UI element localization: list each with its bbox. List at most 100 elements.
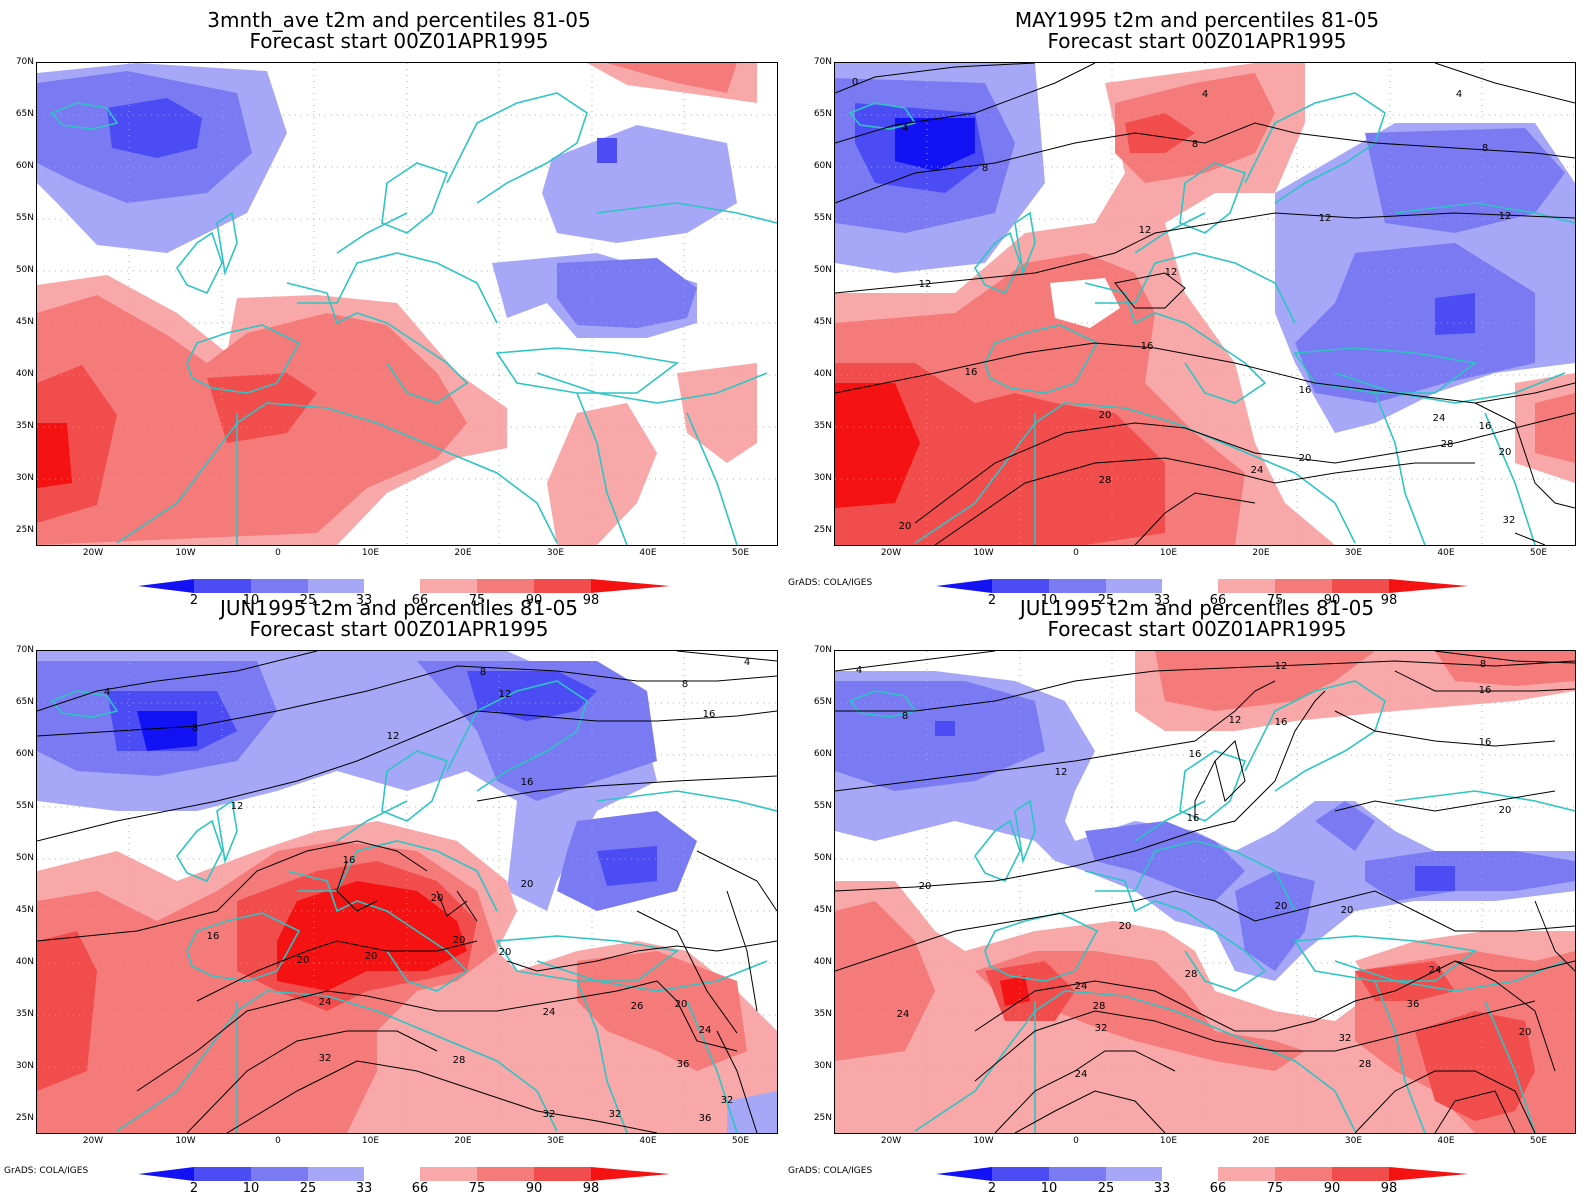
latitude-tick-label: 25N <box>15 525 34 535</box>
percentile-shading <box>37 651 777 1133</box>
colorbar-label: 98 <box>1380 593 1398 608</box>
contour-label: 28 <box>1441 439 1454 450</box>
longitude-tick-label: 20E <box>454 548 472 558</box>
map-plot: 0 4 4 4 8 8 8 12 12 12 12 12 16 16 16 16… <box>834 62 1576 546</box>
panel-subtitle: Forecast start 00Z01APR1995 <box>249 617 549 641</box>
longitude-tick-label: 50E <box>1529 1136 1548 1146</box>
contour-label: 20 <box>675 999 688 1010</box>
contour-label: 12 <box>1055 767 1068 778</box>
contour-label: 24 <box>699 1025 712 1036</box>
contour-label: 32 <box>1339 1033 1352 1044</box>
longitude-tick-label: 10E <box>361 548 380 558</box>
latitude-tick-label: 35N <box>15 1009 34 1019</box>
contour-label: 12 <box>1229 715 1242 726</box>
contour-label: 8 <box>982 163 988 174</box>
contour-label: 20 <box>1099 410 1112 421</box>
contour-label: 36 <box>677 1059 690 1070</box>
contour-label: 16 <box>1141 341 1154 352</box>
latitude-tick-label: 25N <box>813 525 832 535</box>
temperature-contours <box>37 651 777 1133</box>
latitude-tick-label: 55N <box>813 801 832 811</box>
coastlines <box>50 680 777 1133</box>
latitude-tick-label: 25N <box>15 1113 34 1123</box>
contour-label: 28 <box>1093 1001 1106 1012</box>
latitude-tick-label: 45N <box>813 905 832 915</box>
contour-label: 32 <box>721 1095 734 1106</box>
panel-3month-average: 3mnth_ave t2m and percentiles 81-05 Fore… <box>0 0 798 608</box>
contour-label: 8 <box>1480 659 1486 670</box>
contour-label: 16 <box>1479 737 1492 748</box>
contour-label: 20 <box>1519 1027 1532 1038</box>
contour-label: 16 <box>965 367 978 378</box>
shade-below-10 <box>107 98 202 158</box>
latitude-tick-label: 70N <box>813 57 832 67</box>
contour-label: 16 <box>1299 385 1312 396</box>
colorbar-label: 2 <box>189 1181 199 1196</box>
contour-label: 16 <box>343 855 356 866</box>
latitude-tick-label: 70N <box>15 645 34 655</box>
latitude-tick-label: 50N <box>15 265 34 275</box>
contour-label: 24 <box>1075 981 1088 992</box>
contour-label: 16 <box>521 777 534 788</box>
contour-label: 16 <box>1189 749 1202 760</box>
colorbar-label: 10 <box>242 1181 260 1196</box>
latitude-tick-label: 60N <box>813 161 832 171</box>
contour-label: 28 <box>1359 1059 1372 1070</box>
contour-label: 20 <box>1275 901 1288 912</box>
latitude-tick-label: 35N <box>15 421 34 431</box>
shade-above-75 <box>835 651 1575 1133</box>
contour-label: 8 <box>192 723 198 734</box>
shade-above-98 <box>37 423 72 488</box>
latitude-tick-label: 45N <box>15 905 34 915</box>
latitude-tick-label: 70N <box>813 645 832 655</box>
contour-label: 28 <box>1185 969 1198 980</box>
map-plot <box>36 62 778 546</box>
shade-below-25 <box>835 78 1565 403</box>
contour-label: 28 <box>1099 475 1112 486</box>
colorbar-label: 98 <box>582 1181 600 1196</box>
colorbar-label: 33 <box>1153 1181 1171 1196</box>
map-gridlines <box>835 63 1575 545</box>
contour-label: 32 <box>543 1109 556 1120</box>
coastlines <box>50 92 777 545</box>
longitude-tick-label: 10W <box>175 1136 196 1146</box>
contour-label: 20 <box>499 947 512 958</box>
latitude-tick-label: 50N <box>15 853 34 863</box>
contour-label: 24 <box>1251 465 1264 476</box>
latitude-tick-label: 65N <box>813 109 832 119</box>
contour-label: 20 <box>1499 447 1512 458</box>
colorbar-label: 66 <box>411 1181 429 1196</box>
contour-label: 0 <box>852 77 858 88</box>
longitude-tick-label: 10E <box>361 1136 380 1146</box>
shade-above-98 <box>1000 976 1030 1006</box>
shade-above-90 <box>835 113 1195 545</box>
latitude-tick-label: 55N <box>15 213 34 223</box>
contour-label: 24 <box>319 997 332 1008</box>
map-plot: 4 8 8 12 12 12 16 16 16 16 16 20 20 20 2… <box>834 650 1576 1134</box>
colorbar-label: 66 <box>1209 1181 1227 1196</box>
latitude-tick-label: 30N <box>813 473 832 483</box>
longitude-tick-label: 20E <box>1252 1136 1270 1146</box>
longitude-tick-label: 20E <box>1252 548 1270 558</box>
shade-above-75 <box>37 63 737 545</box>
panel-title: JUN1995 t2m and percentiles 81-05 <box>219 596 579 620</box>
latitude-tick-label: 45N <box>813 317 832 327</box>
coastlines <box>848 680 1575 1133</box>
contour-label: 24 <box>1429 965 1442 976</box>
contour-label: 20 <box>919 881 932 892</box>
contour-label: 4 <box>856 665 862 676</box>
shade-above-75 <box>37 841 747 1133</box>
latitude-tick-label: 60N <box>813 749 832 759</box>
longitude-tick-label: 40E <box>639 1136 657 1146</box>
contour-label: 16 <box>1479 685 1492 696</box>
longitude-tick-label: 50E <box>1529 548 1548 558</box>
colorbar-label: 33 <box>355 593 373 608</box>
latitude-tick-label: 30N <box>813 1061 832 1071</box>
latitude-tick-label: 30N <box>15 1061 34 1071</box>
shade-above-90 <box>985 961 1535 1121</box>
temperature-contours <box>835 63 1575 545</box>
longitude-tick-label: 0 <box>275 1136 281 1146</box>
contour-label: 12 <box>1275 661 1288 672</box>
colorbar-label: 2 <box>987 593 997 608</box>
contour-label: 12 <box>499 689 512 700</box>
